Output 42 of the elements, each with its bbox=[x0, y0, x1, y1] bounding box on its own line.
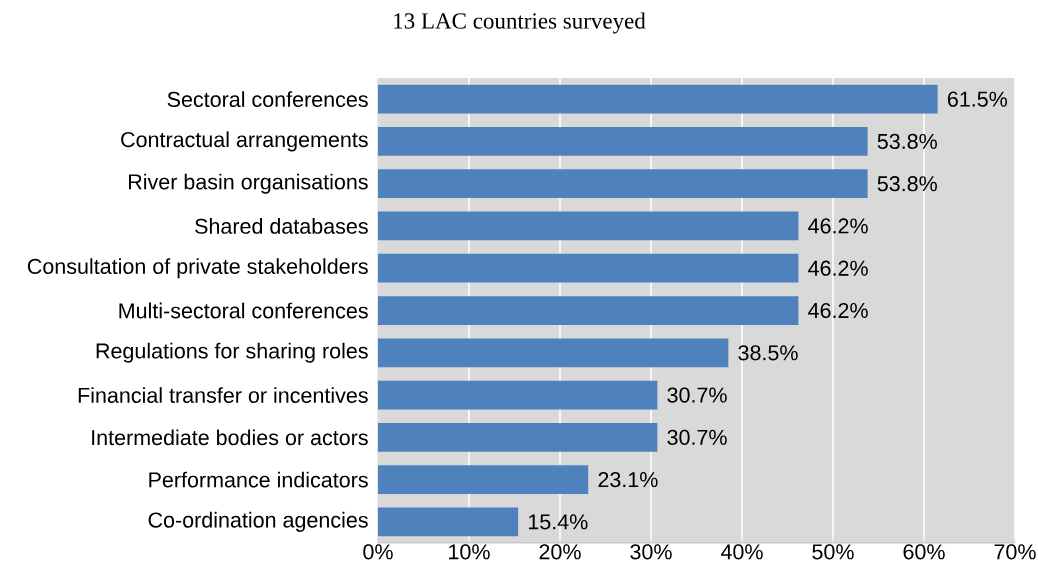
bar bbox=[378, 465, 589, 494]
y-tick-label: Intermediate bodies or actors bbox=[92, 429, 368, 446]
y-tick-label: River basin organisations bbox=[128, 173, 368, 194]
data-label: 46.2% bbox=[808, 302, 868, 319]
y-tick-label: Performance indicators bbox=[149, 471, 368, 488]
y-tick-label: Regulations for sharing roles bbox=[96, 342, 368, 363]
y-tick-label: Financial transfer or incentives bbox=[78, 387, 368, 403]
data-label: 30.7% bbox=[667, 429, 727, 445]
bar bbox=[378, 380, 658, 410]
x-tick-label: 30% bbox=[630, 544, 672, 560]
y-tick-label: Contractual arrangements bbox=[121, 131, 368, 152]
x-tick-label: 50% bbox=[812, 544, 854, 560]
y-tick-label: Consultation of private stakeholders bbox=[27, 258, 368, 279]
bar bbox=[378, 338, 729, 368]
bar bbox=[378, 296, 799, 325]
y-tick-label: Shared databases bbox=[195, 218, 368, 234]
data-label: 15.4% bbox=[528, 514, 588, 530]
data-label: 61.5% bbox=[947, 91, 1008, 107]
chart-title: 13 LAC countries surveyed bbox=[394, 12, 646, 34]
bar bbox=[378, 507, 519, 537]
x-tick-label: 60% bbox=[903, 544, 945, 560]
data-label: 46.2% bbox=[808, 218, 868, 234]
data-label: 53.8% bbox=[877, 176, 937, 192]
bar bbox=[378, 84, 938, 114]
bar bbox=[378, 211, 799, 241]
bar bbox=[378, 127, 868, 156]
bar bbox=[378, 169, 868, 199]
data-label: 53.8% bbox=[877, 133, 937, 150]
data-label: 30.7% bbox=[667, 387, 727, 403]
bar bbox=[378, 422, 658, 452]
y-tick-label: Sectoral conferences bbox=[167, 91, 368, 108]
data-label: 46.2% bbox=[808, 260, 868, 276]
data-label: 23.1% bbox=[598, 471, 658, 488]
x-tick-label: 0% bbox=[363, 544, 393, 560]
x-tick-label: 10% bbox=[449, 544, 490, 560]
y-tick-label: Co-ordination agencies bbox=[148, 511, 368, 532]
x-tick-label: 40% bbox=[720, 544, 763, 560]
y-tick-label: Multi-sectoral conferences bbox=[119, 302, 368, 319]
x-tick-label: 20% bbox=[539, 544, 581, 560]
data-label: 38.5% bbox=[738, 345, 798, 361]
bar bbox=[378, 253, 799, 283]
x-tick-label: 70% bbox=[994, 544, 1036, 560]
